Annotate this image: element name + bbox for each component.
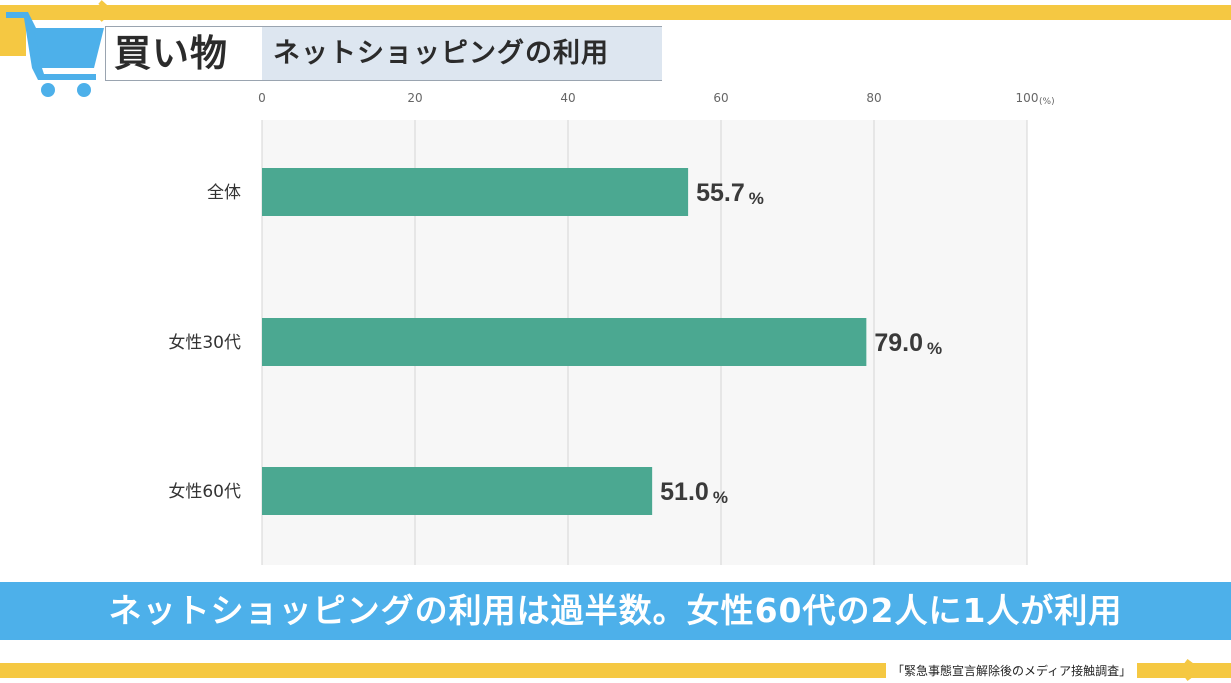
- bottom-stripe-arrow: [1184, 659, 1203, 681]
- bar: [262, 168, 689, 216]
- value-label: 55.7: [696, 179, 745, 207]
- value-label: 79.0: [874, 329, 923, 357]
- value-unit: %: [749, 189, 764, 208]
- x-tick-label: 100: [1016, 91, 1039, 105]
- top-accent-stripe: [0, 5, 1231, 20]
- shopping-cart-icon: [6, 12, 104, 97]
- x-tick-label: 40: [560, 91, 575, 105]
- value-unit: %: [927, 339, 942, 358]
- x-tick-label: 80: [866, 91, 881, 105]
- header-accent-tab: [0, 16, 26, 56]
- bar-chart: 0 20 40 60 80 100 (%) 全体 55.7 % 女性30代 79.0 % 女性60代 51.…: [168, 91, 1055, 565]
- page-subtitle: ネットショッピングの利用: [273, 38, 609, 69]
- value-label: 51.0: [660, 478, 709, 506]
- x-tick-label: 0: [258, 91, 266, 105]
- x-tick-label: 20: [407, 91, 422, 105]
- summary-banner: ネットショッピングの利用は過半数。女性60代の2人に1人が利用: [0, 582, 1231, 640]
- category-label: 女性30代: [168, 333, 241, 353]
- value-unit: %: [713, 488, 728, 507]
- subtitle-background: [262, 27, 662, 80]
- category-label: 全体: [207, 183, 241, 203]
- summary-text: ネットショッピングの利用は過半数。女性60代の2人に1人が利用: [108, 591, 1123, 630]
- source-note: 「緊急事態宣言解除後のメディア接触調査」: [886, 662, 1138, 680]
- top-stripe-arrow: [98, 0, 114, 22]
- x-tick-label: 60: [713, 91, 728, 105]
- title-box: 買い物 ネットショッピングの利用: [105, 26, 662, 81]
- page-title: 買い物: [114, 32, 228, 75]
- category-label: 女性60代: [168, 482, 241, 502]
- bar: [262, 467, 653, 515]
- x-axis-unit: (%): [1039, 97, 1055, 107]
- bar: [262, 318, 867, 366]
